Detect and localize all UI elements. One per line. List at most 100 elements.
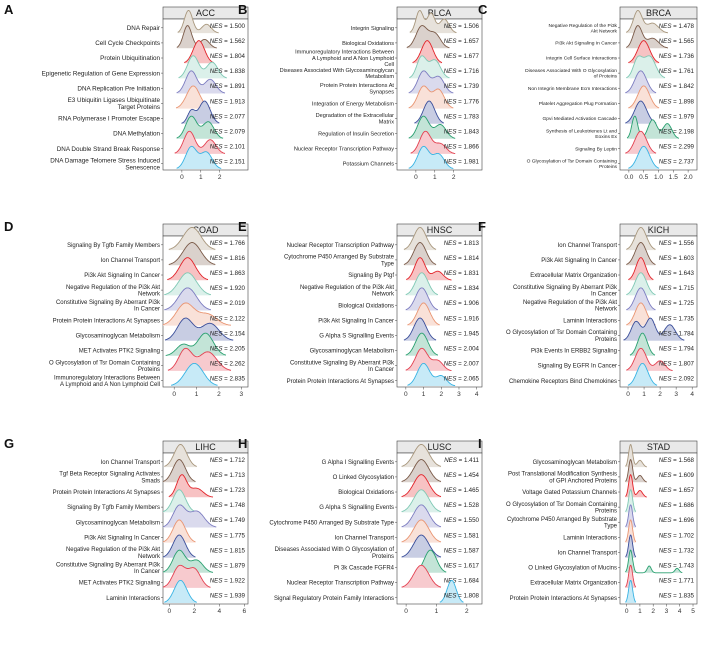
geneset-label: Degradation of the Extracellular Matrix bbox=[316, 113, 395, 125]
geneset-label: MET Activates PTK2 Signaling bbox=[79, 581, 160, 587]
nes-label: NES = 1.761 bbox=[659, 68, 695, 75]
ridge-line bbox=[406, 257, 452, 281]
nes-label: NES = 1.715 bbox=[659, 285, 695, 292]
ridge-line bbox=[162, 504, 217, 528]
ridge-fill bbox=[625, 580, 636, 603]
ridge-line bbox=[401, 444, 442, 467]
nes-label: NES = 2.205 bbox=[210, 346, 246, 353]
ridge-line bbox=[174, 130, 226, 154]
ridge-fill bbox=[625, 101, 657, 124]
ridge-line bbox=[408, 85, 454, 109]
nes-label: NES = 1.891 bbox=[210, 83, 246, 90]
nes-label: NES = 2.737 bbox=[659, 159, 695, 166]
geneset-label: Post Translational Modification Synthesi… bbox=[508, 472, 617, 485]
x-tick-label: 2 bbox=[658, 391, 662, 398]
ridge-fill bbox=[627, 363, 658, 386]
panel-b: B BLCA NES = 1.506 Integrin Signaling NES = … bbox=[238, 2, 483, 181]
nes-label: NES = 1.775 bbox=[210, 532, 246, 539]
x-tick-label: 3 bbox=[665, 608, 669, 615]
geneset-label: Glycosaminoglycan Metabolism bbox=[310, 349, 394, 355]
nes-label: NES = 2.835 bbox=[210, 376, 246, 383]
ridge-fill bbox=[165, 318, 234, 341]
geneset-label: Pi3k Akt Signaling In Cancer bbox=[84, 535, 160, 541]
geneset-label: Constitutive Signaling By Aberrant Pi3k I… bbox=[290, 360, 395, 373]
ridge-line bbox=[164, 317, 234, 341]
geneset-label: Signaling By Ptgf bbox=[348, 273, 394, 279]
ridge-line bbox=[625, 459, 647, 483]
nes-label: NES = 1.794 bbox=[659, 346, 695, 353]
ridge-line bbox=[162, 519, 196, 543]
ridge-fill bbox=[165, 333, 226, 356]
ridge-line bbox=[176, 115, 224, 139]
nes-label: NES = 1.657 bbox=[444, 38, 480, 45]
geneset-label: Nuclear Receptor Transcription Pathway bbox=[287, 243, 394, 249]
geneset-label: Diseases Associated With Glycosaminoglyc… bbox=[280, 68, 395, 80]
nes-label: NES = 1.804 bbox=[210, 53, 246, 60]
nes-label: NES = 1.838 bbox=[210, 68, 246, 75]
ridge-fill bbox=[176, 70, 225, 94]
ridge-fill bbox=[176, 25, 217, 49]
ridge-line bbox=[162, 459, 196, 482]
ridge-line bbox=[164, 444, 197, 467]
ridge-line bbox=[625, 70, 657, 94]
geneset-label: Glycosaminoglycan Metabolism bbox=[76, 334, 160, 340]
nes-label: NES = 1.771 bbox=[659, 578, 695, 585]
geneset-label: Constitutive Signaling By Aberrant Pi3k I… bbox=[56, 562, 161, 575]
ridge-fill bbox=[408, 70, 454, 94]
ridge-fill bbox=[439, 580, 464, 603]
ridge-line bbox=[401, 474, 442, 497]
geneset-label: Constitutive Signaling By Aberrant Pi3k I… bbox=[513, 285, 618, 298]
nes-label: NES = 1.617 bbox=[444, 563, 480, 570]
ridge-line bbox=[408, 115, 456, 139]
ridge-fill bbox=[629, 333, 655, 356]
x-tick-label: 0 bbox=[625, 608, 629, 615]
ridge-fill bbox=[167, 348, 231, 371]
panel-letter: I bbox=[478, 436, 482, 451]
ridge-line bbox=[623, 317, 685, 341]
ridge-fill bbox=[406, 257, 452, 281]
ridge-line bbox=[405, 287, 438, 311]
ridge-line bbox=[403, 242, 437, 265]
panel-letter: A bbox=[4, 2, 14, 17]
geneset-label: Ion Channel Transport bbox=[558, 243, 618, 249]
ridge-fill bbox=[403, 227, 437, 251]
geneset-label: Signaling By Leptin bbox=[575, 146, 617, 152]
ridge-fill bbox=[167, 257, 208, 281]
geneset-label: Laminin Interactions bbox=[563, 535, 617, 541]
x-tick-label: 4 bbox=[217, 608, 221, 615]
ridge-line bbox=[439, 579, 464, 603]
ridge-fill bbox=[168, 227, 216, 251]
geneset-label: DNA Damage Telomere Stress Induced Senesc… bbox=[50, 157, 160, 171]
geneset-label: Non Integrin Membrane Ecm Interactions bbox=[528, 86, 618, 92]
panel-title: HNSC bbox=[427, 225, 453, 235]
geneset-label: Cytochrome P450 Arranged By Substrate Typ… bbox=[284, 255, 395, 268]
ridge-fill bbox=[625, 504, 636, 528]
nes-label: NES = 1.815 bbox=[210, 547, 246, 554]
nes-label: NES = 1.677 bbox=[444, 53, 480, 60]
nes-label: NES = 1.981 bbox=[444, 159, 480, 166]
x-tick-label: 2 bbox=[192, 608, 196, 615]
x-tick-label: 0 bbox=[167, 608, 171, 615]
geneset-label: Regulation of Insulin Secretion bbox=[318, 132, 394, 138]
geneset-label: Cytochrome P450 Arranged By Substrate Typ… bbox=[507, 517, 618, 530]
ridge-line bbox=[176, 145, 222, 169]
x-tick-label: 4 bbox=[690, 391, 694, 398]
nes-label: NES = 1.835 bbox=[659, 593, 695, 600]
nes-label: NES = 2.004 bbox=[444, 346, 480, 353]
geneset-label: Signaling By Tgfb Family Members bbox=[67, 243, 160, 249]
x-tick-label: 1.5 bbox=[669, 174, 678, 181]
ridge-fill bbox=[401, 565, 441, 588]
ridge-line bbox=[401, 564, 442, 588]
x-tick-label: 0 bbox=[404, 608, 408, 615]
ridge-fill bbox=[403, 242, 437, 266]
ridge-line bbox=[406, 25, 450, 49]
ridge-fill bbox=[405, 287, 438, 311]
geneset-label: Negative Regulation of the Pi3k Akt Netwo… bbox=[548, 23, 617, 35]
ridge-line bbox=[162, 302, 232, 326]
geneset-label: Integrin Cell Surface Interactions bbox=[546, 56, 618, 62]
ridge-fill bbox=[625, 565, 636, 588]
ridge-fill bbox=[405, 272, 438, 296]
ridge-line bbox=[165, 332, 226, 356]
geneset-label: O Linked Glycosylation of Mucins bbox=[528, 566, 617, 572]
ridge-line bbox=[405, 347, 452, 372]
